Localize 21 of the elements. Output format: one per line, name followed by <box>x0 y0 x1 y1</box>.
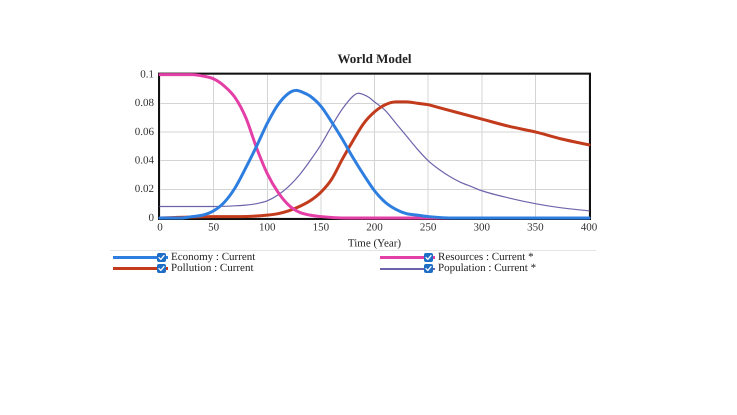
x-tick-label: 350 <box>527 221 544 234</box>
x-tick-label: 0 <box>157 221 164 234</box>
legend-label: Pollution : Current <box>171 262 254 274</box>
y-tick-label: 0.06 <box>134 126 154 138</box>
x-tick-label: 150 <box>312 221 330 234</box>
x-tick-label: 250 <box>420 221 437 234</box>
x-tick-label: 50 <box>208 221 220 234</box>
x-tick-label: 300 <box>474 221 490 234</box>
y-tick-label: 0.02 <box>134 183 154 196</box>
x-tick-label: 200 <box>366 221 384 234</box>
x-tick-label: 100 <box>259 221 276 234</box>
x-tick-label: 400 <box>580 221 598 234</box>
chart-title: World Model <box>337 51 412 66</box>
legend-label: Economy : Current <box>171 251 256 263</box>
y-tick-label: 0 <box>148 212 154 224</box>
legend-label: Resources : Current * <box>438 251 534 263</box>
y-tick-label: 0.1 <box>140 68 154 80</box>
y-tick-label: 0.04 <box>134 154 154 167</box>
legend-label: Population : Current * <box>438 262 536 274</box>
x-axis-title: Time (Year) <box>348 237 402 250</box>
y-tick-label: 0.08 <box>134 97 154 110</box>
